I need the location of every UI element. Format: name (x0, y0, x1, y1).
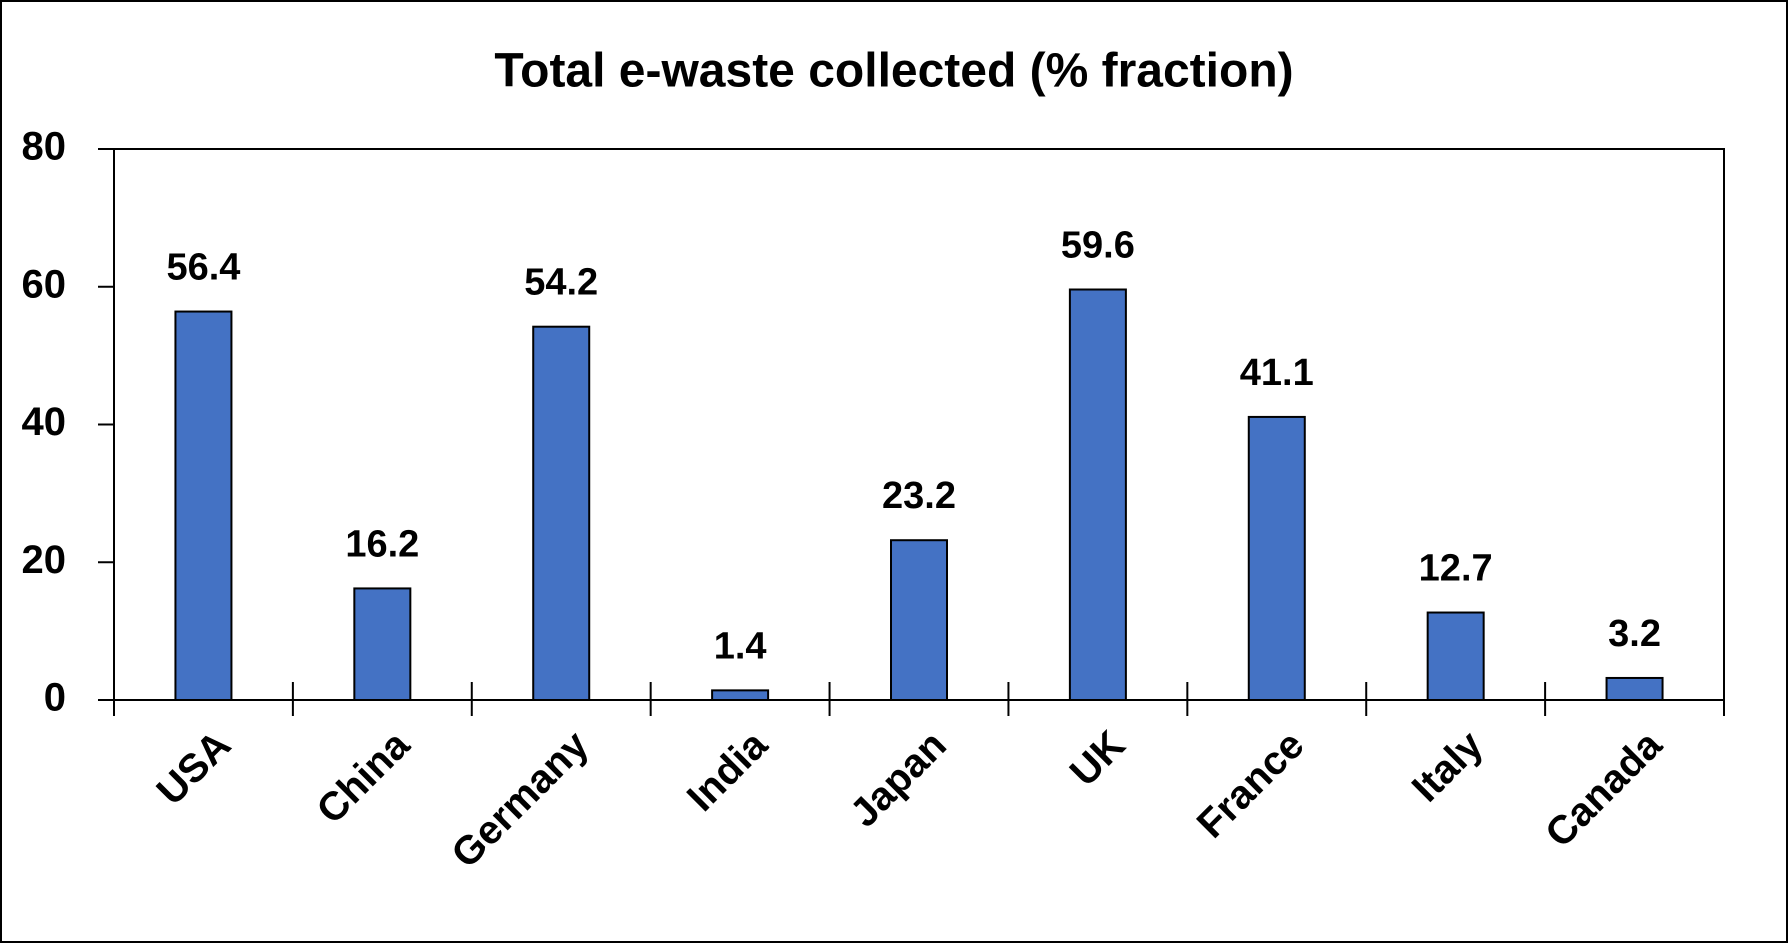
y-tick-label: 20 (22, 538, 67, 582)
value-label: 16.2 (345, 523, 419, 565)
bar (890, 539, 948, 702)
value-label: 3.2 (1608, 613, 1661, 655)
y-tick-label: 40 (22, 400, 67, 444)
bar (1247, 415, 1306, 701)
y-tick-label: 0 (44, 676, 66, 720)
value-label: 12.7 (1419, 548, 1493, 590)
value-label: 54.2 (524, 262, 598, 304)
value-label: 1.4 (714, 625, 767, 667)
value-label: 41.1 (1240, 352, 1314, 394)
y-tick-label: 60 (22, 262, 67, 306)
value-label: 59.6 (1061, 225, 1135, 267)
value-label: 23.2 (882, 475, 956, 517)
y-tick-label: 80 (22, 125, 67, 169)
value-label: 56.4 (166, 247, 240, 289)
bar (1068, 288, 1127, 701)
bar (174, 310, 233, 701)
bar (1426, 611, 1485, 701)
bar (532, 325, 591, 701)
bar (711, 689, 770, 701)
chart-title: Total e-waste collected (% fraction) (494, 45, 1293, 98)
bar (1605, 676, 1664, 702)
bar (353, 587, 412, 701)
